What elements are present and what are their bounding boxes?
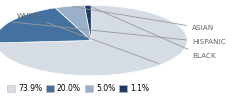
Wedge shape	[0, 8, 91, 43]
Text: BLACK: BLACK	[90, 6, 216, 59]
Wedge shape	[55, 5, 91, 40]
Legend: 73.9%, 20.0%, 5.0%, 1.1%: 73.9%, 20.0%, 5.0%, 1.1%	[4, 81, 152, 96]
Wedge shape	[0, 5, 187, 76]
Text: ASIAN: ASIAN	[72, 7, 214, 31]
Text: HISPANIC: HISPANIC	[12, 22, 226, 45]
Text: WHITE: WHITE	[17, 13, 159, 64]
Wedge shape	[84, 5, 91, 40]
